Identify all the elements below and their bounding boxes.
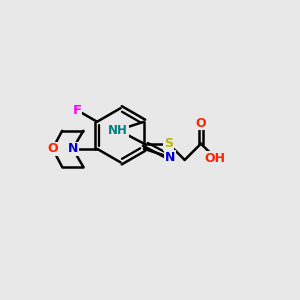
Text: F: F [73,104,82,117]
Text: NH: NH [108,124,128,136]
Text: N: N [165,151,175,164]
Text: OH: OH [205,152,226,164]
Text: O: O [196,117,206,130]
Text: N: N [68,142,78,155]
Text: S: S [164,137,173,150]
Text: O: O [47,142,58,155]
